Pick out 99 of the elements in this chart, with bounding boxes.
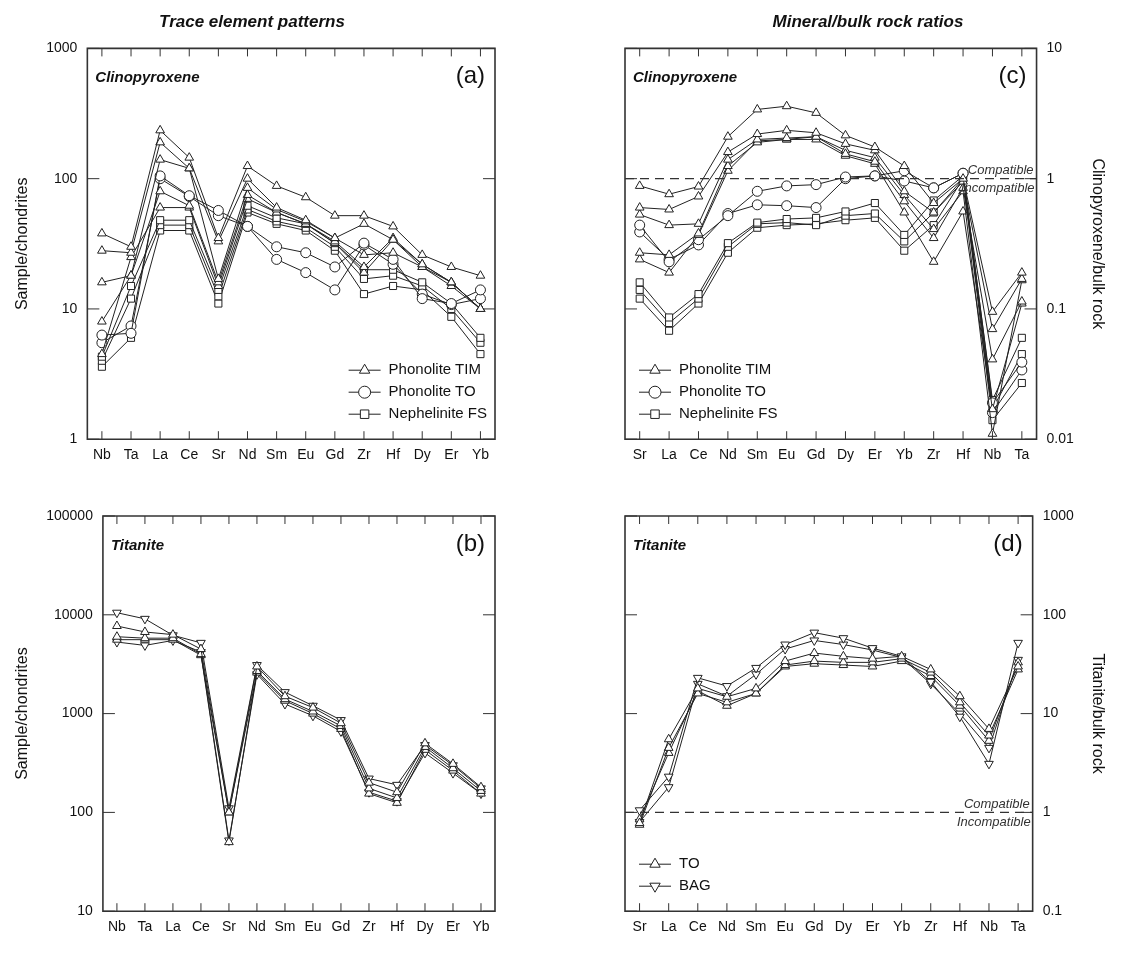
annotation: (c) bbox=[998, 61, 1027, 89]
x-tick-label: Yb bbox=[893, 918, 911, 935]
x-tick-label: Ce bbox=[180, 446, 199, 463]
y2-tick-label: 10 bbox=[1042, 704, 1059, 721]
x-tick-label: Sm bbox=[746, 446, 768, 463]
y2-tick-label: 10 bbox=[1046, 39, 1063, 56]
y-tick-label: 100000 bbox=[46, 506, 94, 523]
x-tick-label: Sm bbox=[266, 446, 288, 463]
x-tick-label: Sr bbox=[632, 446, 648, 463]
y-tick-label: 100 bbox=[69, 803, 94, 820]
y-tick-label: 1000 bbox=[46, 39, 78, 56]
y2-tick-label: 1 bbox=[1046, 169, 1055, 186]
x-tick-label: Eu bbox=[304, 918, 322, 935]
x-tick-label: Zr bbox=[362, 918, 376, 935]
x-tick-label: Gd bbox=[804, 918, 824, 935]
y2-tick-label: 1 bbox=[1042, 803, 1051, 820]
x-tick-label: Dy bbox=[416, 918, 434, 935]
y2-axis-title: Clinopyroxene/bulk rock bbox=[1089, 158, 1107, 331]
y2-tick-label: 100 bbox=[1042, 605, 1067, 622]
x-tick-label: Nb bbox=[107, 918, 127, 935]
x-tick-label: Nd bbox=[717, 918, 736, 935]
x-tick-label: Eu bbox=[778, 446, 796, 463]
text: Titanite bbox=[110, 535, 164, 553]
x-tick-label: La bbox=[165, 918, 181, 935]
x-tick-label: Gd bbox=[331, 918, 351, 935]
legend-label: TO bbox=[679, 854, 700, 872]
x-tick-label: Zr bbox=[924, 918, 938, 935]
x-tick-label: Gd bbox=[325, 446, 345, 463]
y2-tick-label: 0.01 bbox=[1046, 430, 1075, 447]
y2-tick-label: 0.1 bbox=[1042, 902, 1063, 919]
x-tick-label: Gd bbox=[806, 446, 826, 463]
chart-title: Mineral/bulk rock ratios bbox=[772, 11, 964, 31]
x-tick-label: Yb bbox=[471, 446, 490, 463]
x-tick-label: Dy bbox=[834, 918, 852, 935]
legend-label: Phonolite TO bbox=[388, 382, 476, 400]
y-tick-label: 10 bbox=[61, 299, 78, 316]
ref-line-label: Compatible bbox=[967, 161, 1034, 177]
x-tick-label: La bbox=[660, 918, 677, 935]
legend-label: Nephelinite FS bbox=[388, 404, 487, 422]
x-tick-label: Ce bbox=[191, 918, 211, 935]
x-tick-label: Nb bbox=[92, 446, 112, 463]
x-tick-label: Er bbox=[445, 918, 461, 935]
x-tick-label: Zr bbox=[927, 446, 941, 463]
y-axis-title: Sample/chondrites bbox=[13, 177, 31, 311]
x-tick-label: Dy bbox=[836, 446, 855, 463]
legend-label: Nephelinite FS bbox=[679, 404, 778, 422]
x-tick-label: Yb bbox=[895, 446, 914, 463]
x-tick-label: Nd bbox=[238, 446, 257, 463]
x-tick-label: Sm bbox=[745, 918, 767, 935]
x-tick-label: Nd bbox=[248, 918, 266, 935]
legend-label: Phonolite TIM bbox=[388, 360, 481, 378]
y2-axis-title: Titanite/bulk rock bbox=[1089, 653, 1107, 775]
y-tick-label: 10 bbox=[77, 902, 94, 919]
y2-tick-label: 1000 bbox=[1042, 506, 1075, 523]
x-tick-label: Hf bbox=[386, 446, 401, 463]
x-tick-label: Ce bbox=[688, 918, 707, 935]
y-tick-label: 100 bbox=[53, 169, 78, 186]
text: Titanite bbox=[633, 535, 687, 553]
x-tick-label: Nb bbox=[983, 446, 1002, 463]
x-tick-label: Dy bbox=[413, 446, 431, 463]
annotation: Incompatible bbox=[956, 813, 1031, 829]
x-tick-label: Hf bbox=[952, 918, 967, 935]
x-tick-label: Nd bbox=[718, 446, 737, 463]
annotation: (b) bbox=[455, 528, 485, 556]
x-tick-label: La bbox=[661, 446, 678, 463]
x-tick-label: Er bbox=[444, 446, 459, 463]
legend-label: BAG bbox=[679, 876, 711, 894]
y-axis-title: Sample/chondrites bbox=[13, 647, 31, 780]
x-tick-label: Sr bbox=[211, 446, 226, 463]
x-tick-label: Eu bbox=[297, 446, 315, 463]
x-tick-label: Sr bbox=[632, 918, 647, 935]
y2-tick-label: 0.1 bbox=[1046, 299, 1067, 316]
x-tick-label: Hf bbox=[389, 918, 405, 935]
x-tick-label: Ta bbox=[1010, 918, 1026, 935]
text: Clinopyroxene bbox=[95, 68, 200, 86]
x-tick-label: Ce bbox=[689, 446, 708, 463]
annotation: (d) bbox=[993, 528, 1023, 556]
x-tick-label: Er bbox=[865, 918, 880, 935]
y-tick-label: 1 bbox=[69, 430, 78, 447]
x-tick-label: Er bbox=[867, 446, 883, 463]
y-tick-label: 1000 bbox=[61, 704, 94, 721]
x-tick-label: Sr bbox=[221, 918, 237, 935]
x-tick-label: Ta bbox=[123, 446, 139, 463]
x-tick-label: Ta bbox=[1014, 446, 1030, 463]
x-tick-label: Zr bbox=[357, 446, 371, 463]
x-tick-label: Eu bbox=[776, 918, 794, 935]
chart-title: Trace element patterns bbox=[159, 11, 345, 31]
annotation: (a) bbox=[455, 61, 485, 89]
x-tick-label: Ta bbox=[137, 918, 153, 935]
x-tick-label: Sm bbox=[274, 918, 296, 935]
legend-label: Phonolite TIM bbox=[679, 360, 772, 378]
x-tick-label: La bbox=[152, 446, 169, 463]
x-tick-label: Yb bbox=[472, 918, 490, 935]
ref-line-label: Compatible bbox=[963, 795, 1030, 811]
x-tick-label: Hf bbox=[956, 446, 971, 463]
legend-label: Phonolite TO bbox=[679, 382, 767, 400]
text: Clinopyroxene bbox=[633, 68, 738, 86]
x-tick-label: Nb bbox=[980, 918, 999, 935]
y-tick-label: 10000 bbox=[53, 605, 94, 622]
